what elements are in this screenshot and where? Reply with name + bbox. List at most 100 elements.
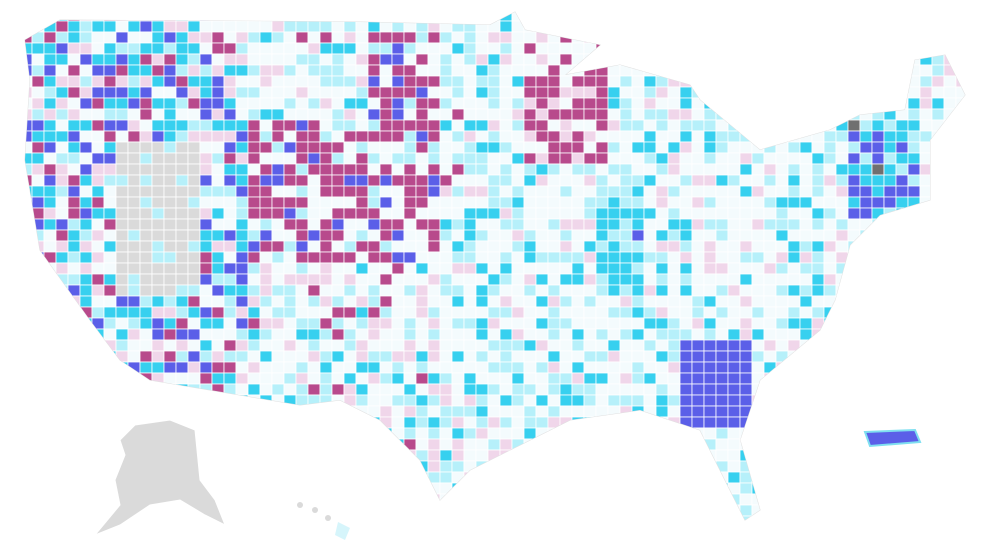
county bbox=[919, 86, 933, 99]
county bbox=[343, 515, 357, 520]
county bbox=[175, 262, 189, 275]
county bbox=[43, 482, 57, 495]
county bbox=[631, 427, 645, 440]
county bbox=[487, 174, 501, 187]
county bbox=[271, 97, 285, 110]
county bbox=[859, 20, 873, 33]
county bbox=[883, 20, 897, 33]
county bbox=[619, 119, 633, 132]
county bbox=[271, 174, 285, 187]
county bbox=[451, 229, 465, 242]
county bbox=[199, 405, 213, 418]
county bbox=[907, 86, 921, 99]
county bbox=[799, 119, 813, 132]
county bbox=[487, 262, 501, 275]
county bbox=[751, 339, 765, 352]
county bbox=[571, 97, 585, 110]
county bbox=[619, 218, 633, 231]
county bbox=[187, 119, 201, 132]
county bbox=[427, 438, 441, 451]
county bbox=[763, 471, 777, 484]
county bbox=[199, 350, 213, 363]
county bbox=[67, 493, 81, 506]
county bbox=[355, 482, 369, 495]
county bbox=[643, 207, 657, 220]
county bbox=[871, 284, 885, 297]
county bbox=[115, 20, 129, 33]
county bbox=[79, 75, 93, 88]
county bbox=[775, 42, 789, 55]
county bbox=[115, 108, 129, 121]
county bbox=[823, 152, 837, 165]
county bbox=[343, 394, 357, 407]
county bbox=[91, 97, 105, 110]
county bbox=[343, 185, 357, 198]
county bbox=[415, 130, 429, 143]
county bbox=[871, 42, 885, 55]
county bbox=[535, 328, 549, 341]
county bbox=[31, 328, 45, 341]
county bbox=[931, 515, 945, 520]
county bbox=[655, 383, 669, 396]
county bbox=[859, 42, 873, 55]
county bbox=[859, 328, 873, 341]
county bbox=[139, 229, 153, 242]
county bbox=[787, 251, 801, 264]
county bbox=[175, 339, 189, 352]
county bbox=[175, 119, 189, 132]
county bbox=[247, 427, 261, 440]
county bbox=[25, 284, 33, 297]
county bbox=[631, 515, 645, 520]
county bbox=[427, 251, 441, 264]
county bbox=[391, 130, 405, 143]
county bbox=[25, 504, 33, 517]
county bbox=[355, 394, 369, 407]
county bbox=[307, 218, 321, 231]
county bbox=[67, 218, 81, 231]
county bbox=[703, 218, 717, 231]
county bbox=[523, 251, 537, 264]
county bbox=[883, 218, 897, 231]
county bbox=[679, 119, 693, 132]
county bbox=[511, 108, 525, 121]
county bbox=[583, 482, 597, 495]
county bbox=[211, 207, 225, 220]
county bbox=[415, 196, 429, 209]
county bbox=[643, 427, 657, 440]
county bbox=[31, 218, 45, 231]
county bbox=[511, 119, 525, 132]
county bbox=[163, 31, 177, 44]
county bbox=[835, 218, 849, 231]
county bbox=[859, 240, 873, 253]
county bbox=[463, 372, 477, 385]
county bbox=[943, 339, 957, 352]
county bbox=[787, 471, 801, 484]
county bbox=[391, 515, 405, 520]
county bbox=[451, 12, 465, 22]
county bbox=[619, 42, 633, 55]
county bbox=[67, 86, 81, 99]
county bbox=[883, 251, 897, 264]
county bbox=[523, 42, 537, 55]
county bbox=[25, 372, 33, 385]
county bbox=[223, 97, 237, 110]
county bbox=[763, 449, 777, 462]
county bbox=[823, 240, 837, 253]
county bbox=[775, 427, 789, 440]
county bbox=[607, 427, 621, 440]
county bbox=[475, 141, 489, 154]
county bbox=[403, 284, 417, 297]
county bbox=[883, 53, 897, 66]
county bbox=[355, 273, 369, 286]
county bbox=[475, 284, 489, 297]
county bbox=[559, 163, 573, 176]
county bbox=[691, 141, 705, 154]
county bbox=[331, 295, 345, 308]
county bbox=[643, 12, 657, 22]
county bbox=[451, 108, 465, 121]
county bbox=[955, 405, 965, 418]
county bbox=[679, 482, 693, 495]
county bbox=[823, 141, 837, 154]
county bbox=[883, 405, 897, 418]
county bbox=[319, 493, 333, 506]
